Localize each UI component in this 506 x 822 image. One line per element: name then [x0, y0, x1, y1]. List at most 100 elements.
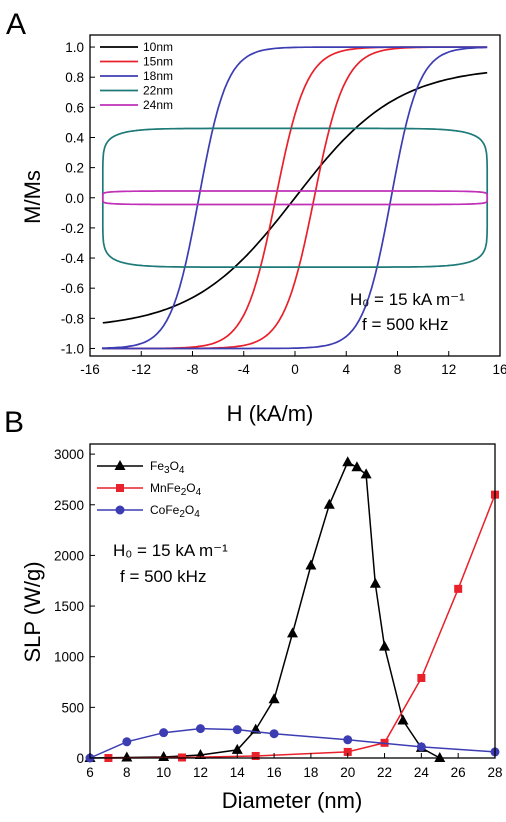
panel-b-x-tick-label: 18: [303, 765, 318, 780]
panel-b-x-tick-label: 8: [123, 765, 131, 780]
panel-a-y-tick-label: -0.6: [61, 281, 84, 296]
data-point-fe3o4: [434, 752, 446, 762]
data-point-fe3o4: [305, 559, 317, 570]
panel-a-y-tick-label: -0.2: [61, 221, 84, 236]
panel-a-y-tick-label: 0.6: [65, 100, 84, 115]
panel-b-y-tick-label: 1000: [54, 650, 84, 665]
panel-a-x-tick-label: 0: [291, 362, 299, 377]
data-point-fe3o4: [351, 461, 363, 472]
panel-a-annotation-frequency: f = 500 kHz: [362, 315, 448, 334]
panel-b-x-tick-label: 6: [86, 765, 94, 780]
panel-b-annotation-frequency: f = 500 kHz: [120, 567, 206, 586]
data-point-cofe2o4: [159, 728, 169, 738]
panel-a-y-tick-label: -0.8: [61, 311, 84, 326]
panel-b-y-tick-label: 1500: [54, 599, 84, 614]
panel-b-x-tick-label: 26: [451, 765, 466, 780]
panel-a-y-axis-title: M/Ms: [20, 170, 45, 224]
data-point-fe3o4: [323, 498, 335, 509]
curve-18nm: [101, 46, 488, 350]
curve-24nm: [101, 190, 489, 206]
panel-b-legend: Fe3O4 MnFe2O4 CoFe2O4: [97, 459, 202, 520]
panel-a: A -16 -12 -8 -4 0 4 8 12 16 -1.0 -0.8 -0.6 -0.4 -0.2 0…: [6, 8, 506, 426]
panel-a-y-tick-label: 0.0: [65, 191, 84, 206]
data-point-mnfe2o4: [454, 584, 463, 593]
panel-b-ticks: 6 8 10 12 14 16 18 20 22 24 26 28 0 500 1000 1500 2000 25…: [54, 447, 503, 780]
panel-a-x-tick-label: 4: [342, 362, 350, 377]
panel-a-label: A: [6, 8, 26, 41]
panel-a-annotation-field: H₀ = 15 kA m⁻¹: [350, 290, 465, 309]
data-point-fe3o4: [379, 640, 391, 651]
panel-a-curves: [101, 46, 489, 350]
panel-b-x-tick-label: 28: [487, 765, 502, 780]
panel-a-x-tick-label: 12: [441, 362, 456, 377]
panel-b-y-tick-label: 3000: [54, 447, 84, 462]
data-point-mnfe2o4: [343, 747, 352, 756]
legend-label-24nm: 24nm: [143, 98, 173, 112]
panel-a-x-tick-label: -4: [238, 362, 250, 377]
data-point-cofe2o4: [195, 724, 205, 734]
series-line-cofe2o4: [89, 727, 496, 759]
legend-marker-cofe2o4: [115, 505, 125, 515]
data-point-cofe2o4: [232, 725, 242, 735]
panel-a-x-tick-label: -12: [131, 362, 151, 377]
panel-b-y-tick-label: 0: [76, 751, 84, 766]
panel-a-y-tick-label: 0.2: [65, 161, 84, 176]
legend-marker-fe3o4: [114, 460, 126, 470]
legend-label-fe3o4: Fe3O4: [150, 459, 185, 476]
data-point-cofe2o4: [269, 729, 279, 739]
panel-b-x-tick-label: 16: [267, 765, 282, 780]
data-point-fe3o4: [268, 693, 280, 704]
panel-a-y-tick-label: -0.4: [61, 251, 85, 266]
panel-b-x-tick-label: 14: [230, 765, 246, 780]
data-point-cofe2o4: [122, 737, 132, 747]
panel-b-y-tick-label: 2000: [54, 548, 84, 563]
panel-a-x-axis-title: H (kA/m): [227, 401, 314, 426]
curve-10nm: [102, 71, 488, 324]
data-point-fe3o4: [360, 468, 372, 479]
panel-a-x-tick-label: -8: [186, 362, 198, 377]
panel-b-y-tick-label: 2500: [54, 498, 84, 513]
series-line-fe3o4: [89, 461, 441, 759]
data-point-fe3o4: [287, 627, 298, 638]
panel-a-y-tick-label: 1.0: [65, 40, 84, 55]
panel-a-x-tick-label: 8: [394, 362, 402, 377]
legend-label-cofe2o4: CoFe2O4: [150, 503, 200, 520]
panel-b-curves: [84, 456, 500, 763]
panel-b-annotation-field: H₀ = 15 kA m⁻¹: [113, 541, 228, 560]
data-point-fe3o4: [397, 714, 409, 725]
panel-b-x-tick-label: 22: [377, 765, 392, 780]
panel-b-x-tick-label: 20: [340, 765, 355, 780]
panel-b-y-tick-label: 500: [61, 700, 84, 715]
series-line-mnfe2o4: [108, 494, 496, 759]
panel-b-y-axis-title: SLP (W/g): [20, 561, 45, 662]
legend-label-10nm: 10nm: [143, 40, 173, 54]
panel-b: B 6 8 10 12 14 16 18 20 22 24 26 28 0 500 1000 1500 2000…: [4, 406, 503, 813]
panel-b-x-tick-label: 12: [193, 765, 208, 780]
panel-a-y-tick-label: 0.8: [65, 70, 84, 85]
legend-label-15nm: 15nm: [143, 55, 173, 69]
panel-b-x-tick-label: 10: [156, 765, 171, 780]
data-point-cofe2o4: [416, 742, 426, 752]
panel-b-x-axis-title: Diameter (nm): [222, 788, 363, 813]
legend-label-mnfe2o4: MnFe2O4: [150, 481, 202, 498]
panel-a-y-tick-label: 0.4: [65, 130, 84, 145]
data-point-mnfe2o4: [251, 751, 260, 760]
panel-b-label: B: [4, 406, 24, 439]
panel-a-ticks: -16 -12 -8 -4 0 4 8 12 16 -1.0 -0.8 -0.6 -0.4 -0.2 0.0…: [61, 40, 506, 377]
panel-a-y-tick-label: -1.0: [61, 341, 84, 356]
data-point-cofe2o4: [343, 735, 353, 745]
legend-marker-mnfe2o4: [116, 484, 124, 492]
legend-label-18nm: 18nm: [143, 69, 173, 83]
data-point-mnfe2o4: [417, 673, 426, 682]
data-point-fe3o4: [342, 456, 354, 467]
data-point-fe3o4: [369, 577, 381, 588]
panel-b-plot-frame: [89, 443, 496, 759]
panel-a-x-tick-label: 16: [492, 362, 506, 377]
panel-a-x-tick-label: -16: [80, 362, 100, 377]
curve-15nm: [102, 46, 488, 350]
data-point-fe3o4: [231, 743, 243, 754]
panel-b-x-tick-label: 24: [414, 765, 430, 780]
legend-label-22nm: 22nm: [143, 84, 173, 98]
